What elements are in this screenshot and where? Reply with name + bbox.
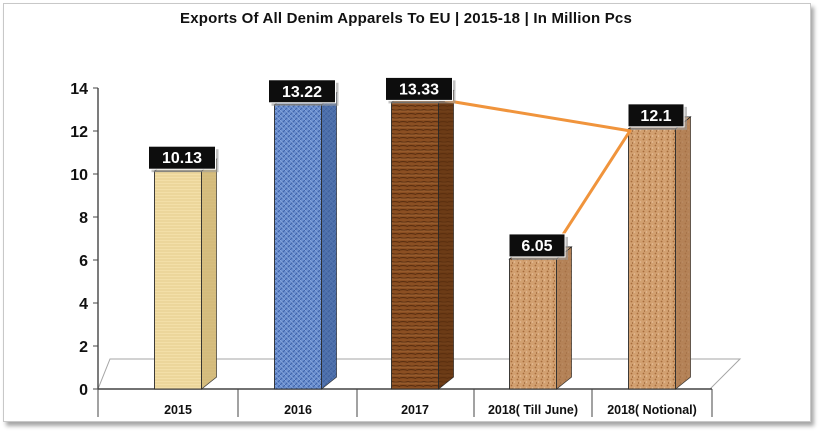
x-tick-label: 2018( Notional): [607, 403, 697, 417]
y-tick-label: 0: [79, 382, 88, 399]
x-tick-label: 2017: [401, 403, 429, 417]
data-label-text: 10.13: [162, 150, 202, 167]
data-label-box: [268, 79, 336, 104]
bar-front: [391, 101, 439, 390]
chart-title: Exports Of All Denim Apparels To EU | 20…: [179, 10, 632, 27]
data-label-box: [148, 145, 216, 170]
bar: [153, 158, 218, 390]
data-label-text: 6.05: [521, 238, 552, 255]
bar-side-texture: [201, 159, 217, 389]
data-label-box: [508, 233, 566, 258]
y-tick-label: 10: [70, 167, 88, 184]
y-tick-label: 8: [79, 210, 88, 227]
data-label-text: 12.1: [640, 108, 671, 125]
data-label: 6.05: [508, 233, 568, 260]
x-tick-label: 2018( Till June): [488, 403, 578, 417]
trend-line: [444, 98, 632, 248]
data-label-text: 13.33: [399, 81, 439, 98]
x-tick-label: 2016: [284, 403, 312, 417]
data-label-box: [385, 76, 453, 101]
bar-front: [509, 258, 557, 390]
bar-side-texture: [556, 246, 572, 389]
x-tick-label: 2015: [164, 403, 192, 417]
bar-front: [154, 170, 202, 390]
bar: [390, 89, 455, 390]
data-label: 12.1: [627, 103, 687, 130]
bar-front: [628, 128, 676, 390]
data-label-text: 13.22: [282, 84, 322, 101]
bar-front: [274, 104, 322, 390]
y-tick-label: 12: [70, 124, 88, 141]
bar: [627, 116, 692, 390]
y-tick-label: 2: [79, 339, 88, 356]
data-label: 13.33: [385, 76, 456, 104]
y-tick-label: 14: [70, 81, 88, 98]
data-label: 10.13: [148, 145, 219, 173]
y-tick-label: 4: [79, 296, 88, 313]
bar-side-texture: [321, 92, 337, 390]
y-tick-label: 6: [79, 253, 88, 270]
bar-side-texture: [675, 116, 691, 389]
bar-side-texture: [438, 90, 454, 389]
bar: [508, 246, 573, 390]
data-label-box: [627, 103, 685, 128]
bar: [273, 91, 338, 390]
data-label: 13.22: [268, 79, 339, 106]
